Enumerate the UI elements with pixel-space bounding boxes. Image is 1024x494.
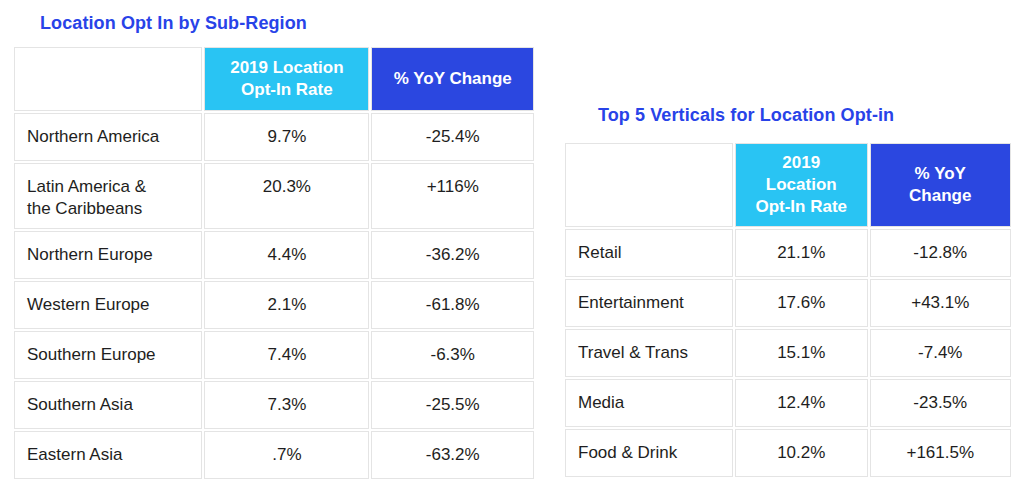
table-row: Eastern Asia .7% -63.2% (14, 431, 534, 479)
region-label: Northern America (14, 113, 202, 161)
rate-value: 21.1% (735, 229, 868, 277)
report-canvas: Location Opt In by Sub-Region 2019 Locat… (0, 0, 1024, 494)
header-row: 2019 Location Opt-In Rate % YoY Change (565, 143, 1011, 227)
yoy-value: -25.5% (371, 381, 534, 429)
yoy-value: -12.8% (870, 229, 1011, 277)
blank-header-cell (14, 47, 202, 111)
yoy-value: -63.2% (371, 431, 534, 479)
yoy-value: +43.1% (870, 279, 1011, 327)
yoy-value: +161.5% (870, 429, 1011, 477)
rate-value: 9.7% (204, 113, 369, 161)
rate-value: 7.4% (204, 331, 369, 379)
table-row: Media 12.4% -23.5% (565, 379, 1011, 427)
rate-value: 17.6% (735, 279, 868, 327)
table-row: Southern Europe 7.4% -6.3% (14, 331, 534, 379)
vertical-label: Media (565, 379, 733, 427)
yoy-value: -25.4% (371, 113, 534, 161)
region-label: Northern Europe (14, 231, 202, 279)
rate-value: .7% (204, 431, 369, 479)
yoy-value: +116% (371, 163, 534, 229)
yoy-value: -6.3% (371, 331, 534, 379)
opt-in-rate-header: 2019 Location Opt-In Rate (204, 47, 369, 111)
rate-value: 10.2% (735, 429, 868, 477)
verticals-table: 2019 Location Opt-In Rate % YoY Change R… (563, 141, 1013, 479)
blank-header-cell (565, 143, 733, 227)
table-row: Latin America & the Caribbeans 20.3% +11… (14, 163, 534, 229)
region-label: Southern Asia (14, 381, 202, 429)
left-table-title: Location Opt In by Sub-Region (40, 13, 307, 34)
rate-value: 2.1% (204, 281, 369, 329)
right-table-title: Top 5 Verticals for Location Opt-in (598, 105, 894, 126)
yoy-change-header: % YoY Change (870, 143, 1011, 227)
region-label: Latin America & the Caribbeans (14, 163, 202, 229)
vertical-label: Travel & Trans (565, 329, 733, 377)
rate-value: 4.4% (204, 231, 369, 279)
table-row: Northern America 9.7% -25.4% (14, 113, 534, 161)
opt-in-rate-header: 2019 Location Opt-In Rate (735, 143, 868, 227)
region-label: Southern Europe (14, 331, 202, 379)
table-row: Northern Europe 4.4% -36.2% (14, 231, 534, 279)
vertical-label: Retail (565, 229, 733, 277)
table-row: Entertainment 17.6% +43.1% (565, 279, 1011, 327)
yoy-value: -7.4% (870, 329, 1011, 377)
rate-value: 12.4% (735, 379, 868, 427)
rate-value: 15.1% (735, 329, 868, 377)
table-row: Retail 21.1% -12.8% (565, 229, 1011, 277)
table-row: Southern Asia 7.3% -25.5% (14, 381, 534, 429)
rate-value: 7.3% (204, 381, 369, 429)
table-row: Western Europe 2.1% -61.8% (14, 281, 534, 329)
region-label: Eastern Asia (14, 431, 202, 479)
sub-region-table: 2019 Location Opt-In Rate % YoY Change N… (12, 45, 536, 481)
table-row: Travel & Trans 15.1% -7.4% (565, 329, 1011, 377)
rate-value: 20.3% (204, 163, 369, 229)
vertical-label: Food & Drink (565, 429, 733, 477)
yoy-value: -23.5% (870, 379, 1011, 427)
yoy-value: -36.2% (371, 231, 534, 279)
yoy-value: -61.8% (371, 281, 534, 329)
region-label: Western Europe (14, 281, 202, 329)
yoy-change-header: % YoY Change (371, 47, 534, 111)
table-row: Food & Drink 10.2% +161.5% (565, 429, 1011, 477)
vertical-label: Entertainment (565, 279, 733, 327)
header-row: 2019 Location Opt-In Rate % YoY Change (14, 47, 534, 111)
